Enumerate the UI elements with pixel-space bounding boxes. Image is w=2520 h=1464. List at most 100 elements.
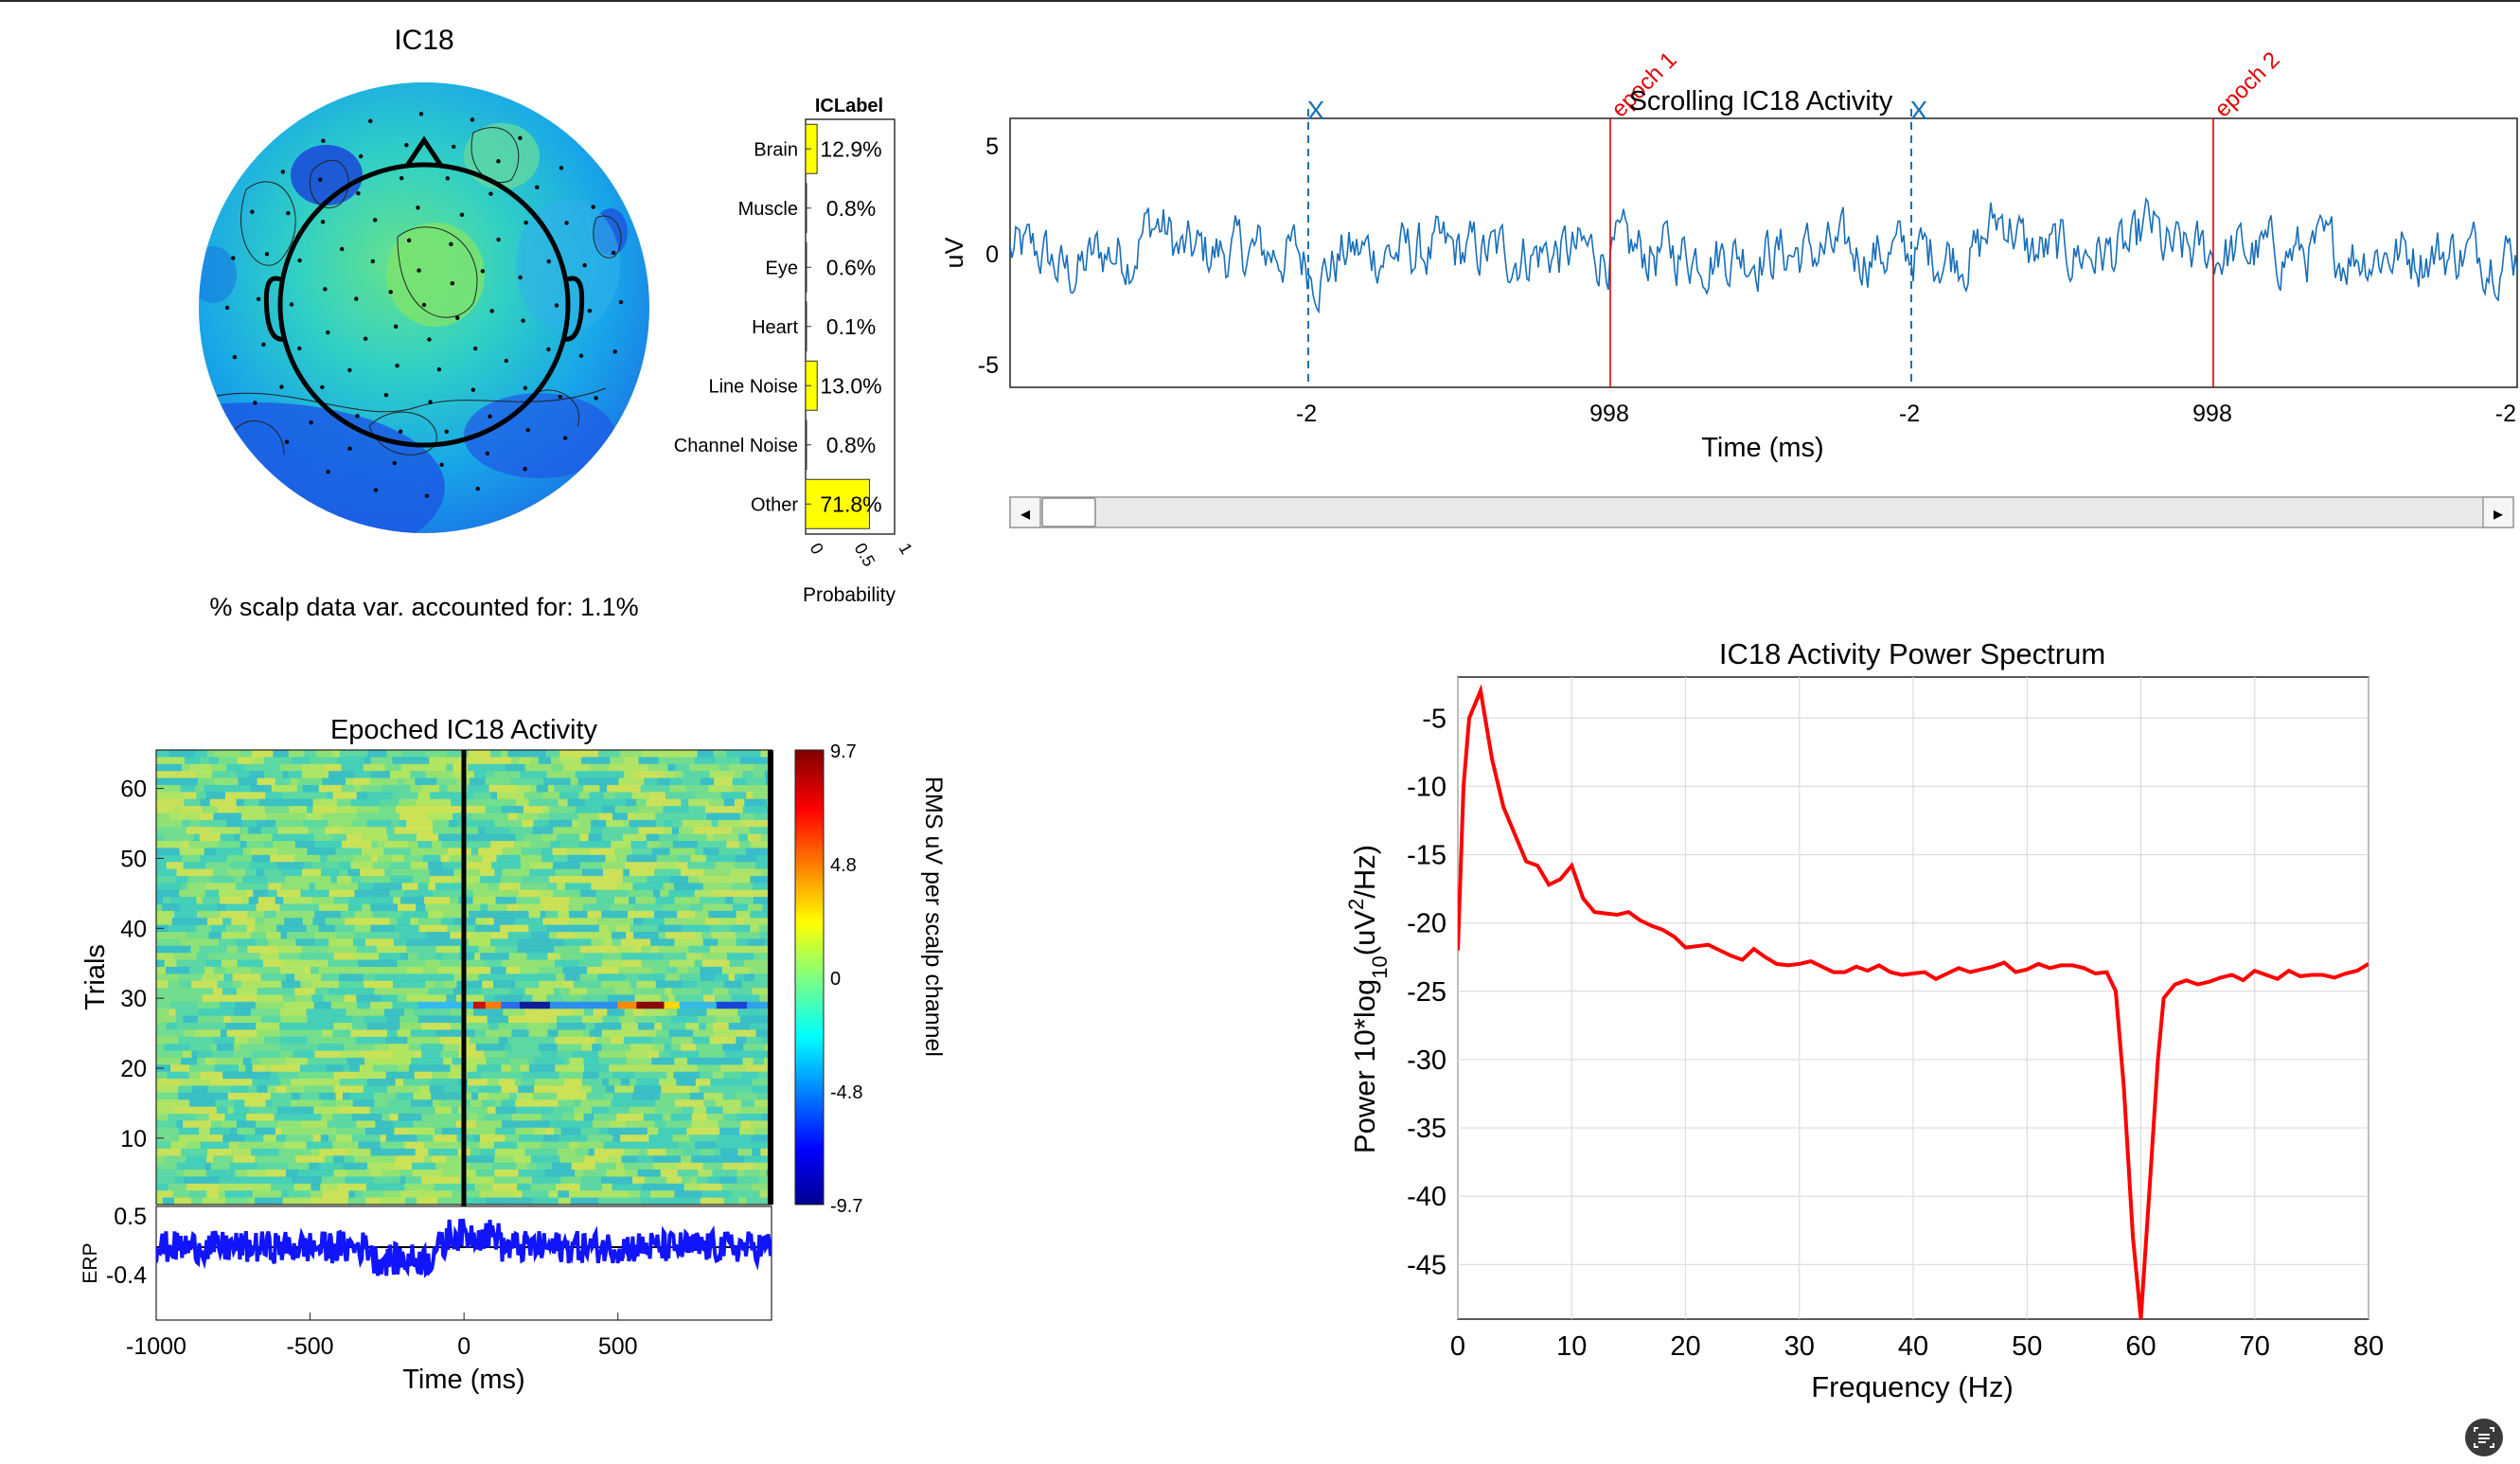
erpimage-cell xyxy=(478,1085,502,1094)
electrode-dot xyxy=(546,259,551,264)
erpimage-cell xyxy=(417,883,429,891)
erpimage-cell xyxy=(314,1050,342,1059)
erpimage-cell xyxy=(411,1057,433,1065)
erpimage-cell xyxy=(709,798,724,807)
erpimage-cell xyxy=(568,875,599,884)
erpimage-cell xyxy=(683,1183,700,1191)
erpimage-cell xyxy=(688,945,710,954)
erpimage-cell xyxy=(409,1127,435,1135)
erpimage-cell xyxy=(417,953,436,961)
time-scrollbar[interactable]: ◂ ▸ xyxy=(1009,496,2514,528)
erpimage-cell xyxy=(308,827,326,835)
erpimage-cell xyxy=(219,1183,246,1191)
erpimage-cell xyxy=(328,959,359,968)
erpimage-cell xyxy=(601,1044,630,1052)
erpimage-cell xyxy=(543,903,569,912)
electrode-dot xyxy=(224,305,230,311)
erpimage-cell xyxy=(641,750,666,758)
erpimage-cell xyxy=(383,1009,404,1017)
erpimage-cell xyxy=(384,841,409,848)
erpimage-cell xyxy=(289,806,308,813)
erpimage-cell xyxy=(546,924,570,933)
erpimage-cell xyxy=(579,945,595,954)
erpimage-cell xyxy=(613,918,634,926)
erpimage-cell xyxy=(750,1092,757,1100)
erpimage-cell xyxy=(602,1183,612,1191)
erpimage-cell xyxy=(633,1141,665,1150)
erpimage-cell xyxy=(322,777,346,786)
erpimage-cell xyxy=(335,924,355,933)
erpimage-cell xyxy=(563,1169,576,1177)
iclabel-value-label: 12.9% xyxy=(820,136,881,161)
erpimage-cell xyxy=(282,1197,312,1205)
erpimage-cell xyxy=(591,938,604,947)
erpimage-cell xyxy=(520,854,542,863)
scroll-right-button[interactable] xyxy=(2482,496,2514,528)
erpimage-cell xyxy=(370,1148,388,1156)
erpimage-cell xyxy=(348,897,364,904)
text-recognition-icon[interactable] xyxy=(2465,1419,2503,1456)
erpimage-cell xyxy=(562,966,588,974)
erpimage-cell xyxy=(156,777,169,786)
electrode-dot xyxy=(250,209,255,214)
erpimage-cell xyxy=(522,1071,538,1080)
erpimage-cell xyxy=(601,1029,615,1038)
erpimage-cell xyxy=(572,819,579,828)
scroll-left-button[interactable] xyxy=(1009,496,1041,528)
erpimage-cell xyxy=(320,854,328,863)
erpimage-cell xyxy=(723,1071,741,1080)
erpimage-cell xyxy=(361,784,382,793)
erpimage-cell xyxy=(528,1029,548,1038)
erpimage-cell xyxy=(392,792,418,800)
scrollbar-track[interactable] xyxy=(1009,496,2514,528)
erpimage-cell xyxy=(678,833,707,842)
erpimage-cell xyxy=(428,1036,440,1044)
erpimage-cell xyxy=(359,1064,373,1073)
erpimage-cell xyxy=(202,897,212,904)
erpimage-cell xyxy=(614,1085,634,1094)
erpimage-cell xyxy=(275,910,306,919)
erpimage-cell xyxy=(186,1155,207,1164)
erpimage-cell xyxy=(695,1079,711,1086)
erpimage-cell xyxy=(304,750,317,758)
erpimage-cell xyxy=(335,1057,347,1065)
erpimage-cell xyxy=(493,980,516,989)
erpimage-cell xyxy=(682,819,712,828)
erpimage-cell xyxy=(198,1015,224,1024)
erpimage-cell xyxy=(608,1079,621,1086)
erpimage-cell xyxy=(318,903,348,912)
erpimage-cell xyxy=(341,763,364,772)
erpimage-cell xyxy=(172,966,190,974)
erpimage-cell xyxy=(325,827,343,835)
erpimage-cell xyxy=(421,1114,451,1121)
erpimage-cell xyxy=(443,862,467,870)
erpimage-cell xyxy=(235,883,257,891)
erpimage-cell xyxy=(281,868,303,877)
erpimage-cell xyxy=(394,1127,410,1135)
erpimage-cell xyxy=(542,806,550,813)
erpimage-cell xyxy=(670,777,683,786)
erpimage-cell xyxy=(302,868,322,877)
erpimage-cell xyxy=(411,1162,436,1170)
erpimage-cell xyxy=(173,903,181,912)
erpimage-cell xyxy=(530,757,539,765)
erpimage-cell xyxy=(558,1099,575,1108)
erpimage-cell xyxy=(304,1085,335,1094)
erpimage-cell xyxy=(316,750,333,758)
electrode-dot xyxy=(525,428,530,433)
erpimage-cell xyxy=(461,1015,488,1024)
erpimage-cell xyxy=(488,1092,510,1100)
erpimage-cell xyxy=(255,1155,284,1164)
spectrum-xtick: 30 xyxy=(1784,1331,1815,1362)
erpimage-cell xyxy=(551,1085,560,1094)
erpimage-cell xyxy=(346,833,363,842)
erpimage-cell xyxy=(385,1134,397,1143)
erpimage-cell xyxy=(723,798,735,807)
scrollbar-thumb[interactable] xyxy=(1041,497,1096,527)
erpimage-cell xyxy=(596,973,626,982)
erpimage-cell xyxy=(536,1162,552,1170)
erpimage-cell xyxy=(306,938,315,947)
erpimage-cell xyxy=(567,798,586,807)
erpimage-cell xyxy=(352,938,366,947)
erpimage-cell xyxy=(533,1057,564,1065)
